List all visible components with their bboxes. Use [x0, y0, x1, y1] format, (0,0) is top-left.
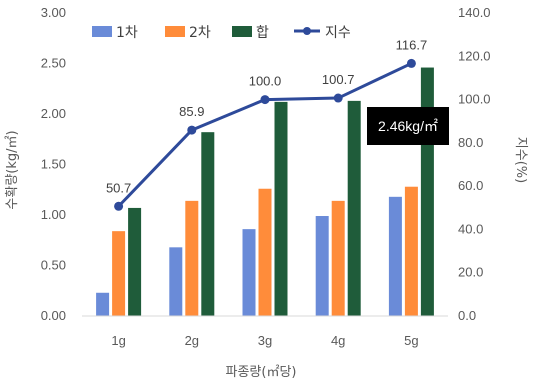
bar-합-1g: [128, 207, 142, 316]
y-tick-label: 2.00: [41, 106, 66, 121]
index-point-4g: [333, 93, 343, 103]
index-point-1g: [114, 201, 124, 211]
bar-2차-5g: [404, 186, 418, 316]
y2-tick-label: 80.0: [458, 135, 483, 150]
y-axis-title: 수확량(kg/㎡): [5, 130, 20, 209]
index-data-label: 116.7: [396, 37, 428, 52]
bar-1차-5g: [388, 196, 402, 316]
index-point-2g: [187, 125, 197, 135]
legend-label: 합: [256, 25, 269, 41]
bar-1차-4g: [315, 216, 329, 316]
x-tick-label: 5g: [404, 333, 418, 348]
y-tick-label: 0.00: [41, 308, 66, 323]
callout-text: 2.46kg/㎡: [378, 118, 438, 134]
bar-합-3g: [274, 101, 288, 316]
y2-tick-label: 40.0: [458, 221, 483, 236]
y2-axis-title: 지수(%): [513, 137, 528, 183]
y-axis-ticks: 0.00 0.50 1.00 1.50 2.00 2.50 3.00: [41, 5, 66, 323]
y2-axis-ticks: 0.0 20.0 40.0 60.0 80.0 100.0 120.0 140.0: [458, 5, 491, 323]
legend-label: 지수: [325, 25, 351, 41]
bar-1차-1g: [96, 292, 110, 316]
bar-합-5g: [420, 67, 434, 316]
y-tick-label: 2.50: [41, 56, 66, 71]
x-tick-label: 2g: [185, 333, 199, 348]
y2-tick-label: 140.0: [458, 5, 491, 20]
index-line-layer: 50.7 85.9 100.0 100.7 116.7: [106, 37, 428, 211]
y2-tick-label: 120.0: [458, 48, 491, 63]
legend-swatch-marker: [303, 27, 311, 35]
bar-2차-1g: [112, 231, 126, 316]
y-tick-label: 0.50: [41, 258, 66, 273]
y-tick-label: 1.00: [41, 207, 66, 222]
index-data-label: 100.7: [322, 72, 355, 87]
bar-1차-2g: [169, 247, 183, 316]
y2-tick-label: 60.0: [458, 178, 483, 193]
bar-합-2g: [201, 132, 215, 316]
bar-합-4g: [347, 100, 361, 317]
sum-callout: 2.46kg/㎡: [367, 107, 449, 145]
legend-swatch-2차: [165, 26, 185, 37]
y2-tick-label: 20.0: [458, 265, 483, 280]
index-data-label: 50.7: [106, 180, 131, 195]
index-point-5g: [406, 58, 416, 68]
y2-tick-label: 100.0: [458, 92, 491, 107]
x-tick-label: 3g: [258, 333, 272, 348]
legend-swatch-1차: [92, 26, 112, 37]
legend-label: 1차: [116, 25, 138, 41]
x-axis-title: 파종량(㎡당): [226, 365, 297, 380]
bar-1차-3g: [242, 229, 256, 316]
legend-swatch-합: [232, 26, 252, 37]
index-point-3g: [260, 95, 270, 105]
legend-label: 2차: [189, 25, 211, 41]
y-tick-label: 1.50: [41, 157, 66, 172]
index-data-label: 85.9: [179, 104, 204, 119]
bar-2차-3g: [258, 188, 272, 316]
x-tick-label: 4g: [331, 333, 345, 348]
callout-box: [367, 107, 449, 145]
bar-2차-2g: [185, 200, 199, 316]
legend: 1차 2차 합 지수: [92, 25, 351, 41]
bar-layer: [82, 67, 448, 317]
y2-tick-label: 0.0: [458, 308, 476, 323]
x-axis-ticks: 1g 2g 3g 4g 5g: [111, 333, 418, 348]
bar-2차-4g: [331, 200, 345, 316]
index-data-label: 100.0: [249, 74, 282, 89]
y-tick-label: 3.00: [41, 5, 66, 20]
x-tick-label: 1g: [111, 333, 125, 348]
